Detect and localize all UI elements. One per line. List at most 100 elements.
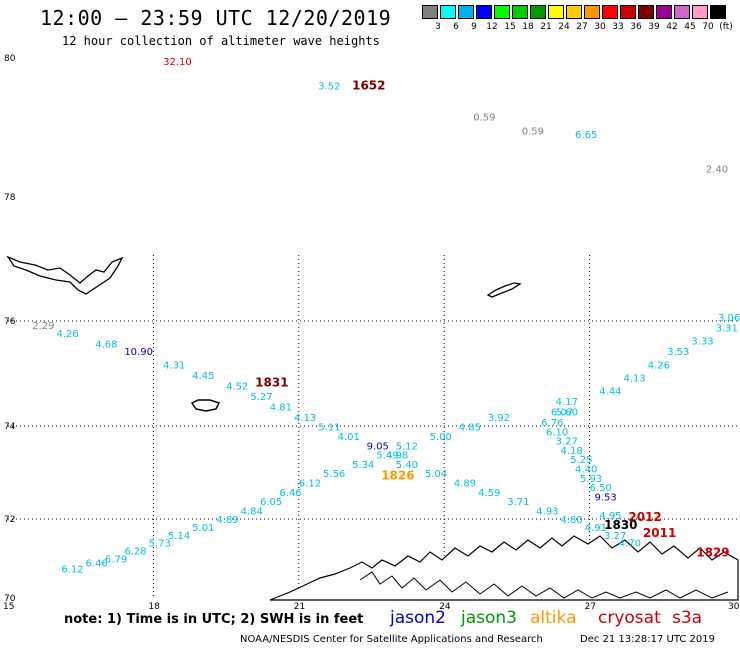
legend-swatch (710, 5, 726, 19)
wave-height-value: 4.85 (459, 423, 481, 434)
svalbard-coast (6, 255, 124, 295)
wave-height-value: 4.44 (599, 387, 621, 398)
wave-height-value: 4.26 (56, 329, 78, 340)
wave-height-value: 4.13 (624, 373, 646, 384)
wave-height-value: 6.65 (575, 130, 597, 141)
wave-height-value: 5.01 (192, 523, 214, 534)
legend-label: 27 (576, 22, 588, 32)
map-grid (8, 255, 738, 598)
wave-height-value: 0.59 (473, 113, 495, 124)
wave-height-value: 4.52 (226, 381, 248, 392)
latitude-label: 74 (4, 422, 16, 432)
legend-label: 36 (630, 22, 642, 32)
legend-label: 3 (435, 22, 441, 32)
wave-height-value: 6.12 (61, 564, 83, 575)
legend-label: 33 (612, 22, 624, 32)
legend-label: 42 (666, 22, 678, 32)
wave-height-value: 3.27 (604, 531, 626, 542)
satellite-name: cryosat (598, 608, 661, 628)
wave-height-value: 4.26 (648, 360, 670, 371)
legend-unit: (ft) (719, 22, 733, 32)
wave-height-value: 4.98 (386, 451, 408, 462)
legend-swatch (422, 5, 438, 19)
legend-label: 12 (486, 22, 498, 32)
wave-height-value: 10.90 (124, 347, 153, 358)
latitude-label: 76 (4, 317, 16, 327)
legend-swatch (638, 5, 654, 19)
legend-swatch (512, 5, 528, 19)
wave-height-value: 5.73 (149, 539, 171, 550)
wave-height-value: 4.84 (241, 506, 263, 517)
wave-height-value: 5.40 (396, 460, 418, 471)
page-title: 12:00 – 23:59 UTC 12/20/2019 (40, 6, 392, 30)
wave-height-value: 5.11 (318, 423, 340, 434)
wave-height-value: 4.68 (95, 339, 117, 350)
wave-height-value: 5.93 (580, 474, 602, 485)
wave-height-value: 5.00 (430, 432, 452, 443)
bjornoya-island (190, 399, 221, 412)
norway-coast (269, 535, 739, 601)
longitude-label: 15 (3, 602, 14, 612)
wave-height-value: 6.76 (541, 418, 563, 429)
wave-height-value: 5.49 (376, 451, 398, 462)
wave-height-value: 5.60 (556, 408, 578, 419)
norway-fjords (359, 571, 729, 599)
page-subtitle: 12 hour collection of altimeter wave hei… (62, 34, 380, 48)
wave-height-value: 4.89 (454, 478, 476, 489)
longitude-label: 21 (294, 602, 305, 612)
wave-height-value: 4.40 (575, 465, 597, 476)
wave-height-value: 0.59 (522, 126, 544, 137)
legend-label: 70 (702, 22, 714, 32)
pass-time-label: 2012 (628, 510, 661, 524)
wave-height-value: 4.89 (216, 515, 238, 526)
latitude-label: 80 (4, 54, 16, 64)
wave-height-value: 5.27 (250, 392, 272, 403)
wave-height-value: 2.29 (32, 321, 54, 332)
wave-height-value: 6.50 (590, 483, 612, 494)
pass-time-label: 1831 (255, 376, 288, 390)
credit-line: NOAA/NESDIS Center for Satellite Applica… (240, 634, 543, 645)
wave-height-value: 4.13 (294, 413, 316, 424)
legend-swatch (692, 5, 708, 19)
satellite-name: jason3 (461, 608, 517, 628)
wave-height-value: 2.40 (706, 165, 728, 176)
wave-height-value: 4.93 (536, 506, 558, 517)
legend-label: 18 (522, 22, 534, 32)
wave-height-value: 6.12 (299, 478, 321, 489)
wave-height-value: 5.25 (570, 455, 592, 466)
legend-label: 24 (558, 22, 570, 32)
legend-label: 15 (504, 22, 516, 32)
wave-height-value: 9.53 (594, 492, 616, 503)
wave-height-value: 5.12 (396, 441, 418, 452)
wave-height-value: 3.71 (507, 497, 529, 508)
pass-time-label: 2011 (643, 526, 676, 540)
wave-height-value: 4.91 (585, 523, 607, 534)
longitude-label: 18 (148, 602, 160, 612)
legend-swatch (620, 5, 636, 19)
legend-swatch (584, 5, 600, 19)
pass-time-label: 1826 (381, 468, 414, 482)
wave-height-value: 4.01 (338, 432, 360, 443)
latitude-label: 72 (4, 515, 15, 525)
land-outlines (6, 255, 739, 601)
footer-note: note: 1) Time is in UTC; 2) SWH is in fe… (64, 612, 364, 627)
legend-swatch (674, 5, 690, 19)
latitude-label: 78 (4, 193, 16, 203)
pass-time-label: 1830 (604, 518, 637, 532)
wave-height-value: 5.14 (168, 531, 190, 542)
pass-time-label: 1829 (696, 546, 729, 560)
legend-swatch (548, 5, 564, 19)
legend-swatch (440, 5, 456, 19)
legend-swatch (566, 5, 582, 19)
wave-height-value: 6.46 (86, 558, 108, 569)
satellite-name: altika (530, 608, 577, 628)
wave-height-value: 4.81 (270, 402, 292, 413)
longitude-label: 30 (728, 602, 740, 612)
satellite-name: s3a (672, 608, 703, 628)
legend-label: 9 (471, 22, 477, 32)
generated-timestamp: Dec 21 13:28:17 UTC 2019 (580, 634, 715, 645)
wave-height-value: 4.70 (619, 539, 641, 550)
wave-height-value: 6.10 (546, 427, 568, 438)
wave-height-value: 4.17 (556, 397, 578, 408)
